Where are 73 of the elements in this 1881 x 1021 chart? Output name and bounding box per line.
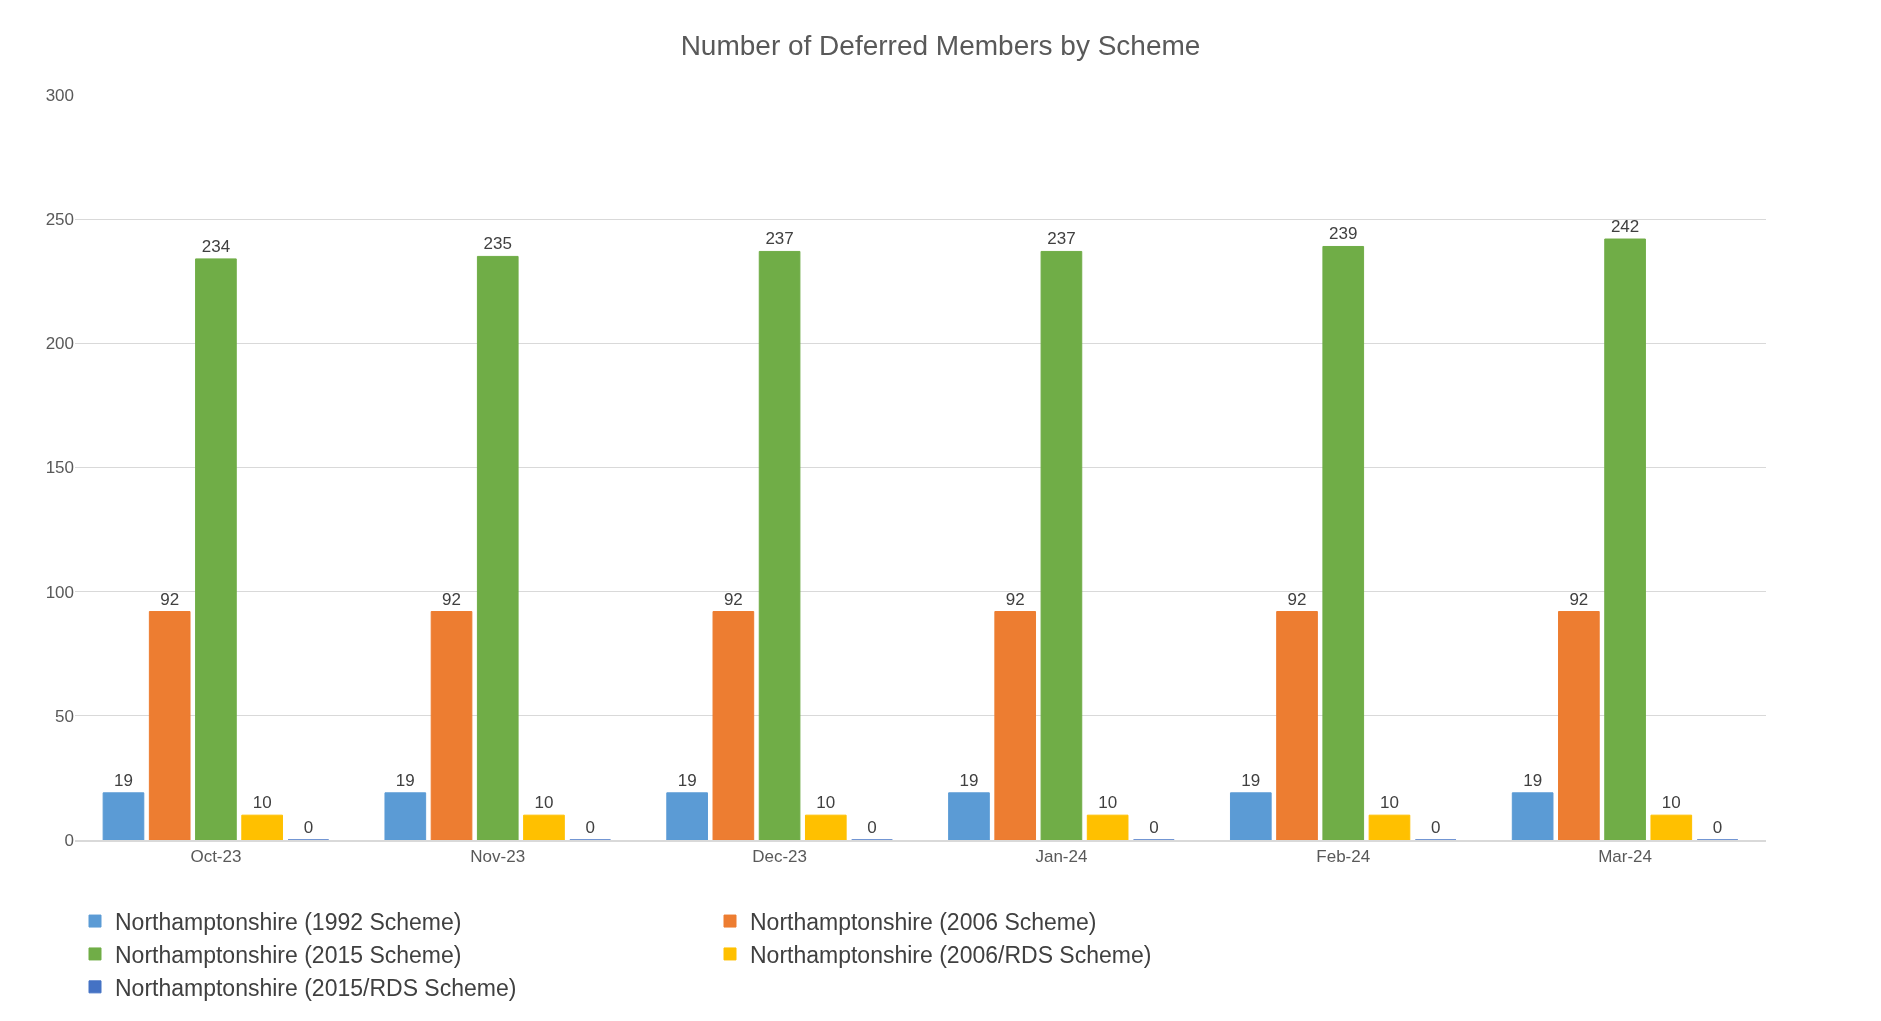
bar: [712, 611, 755, 840]
data-label: 10: [816, 793, 836, 813]
data-label: 92: [1005, 589, 1025, 609]
bar: [1558, 611, 1600, 840]
data-label: 92: [442, 589, 461, 609]
bar: [804, 814, 847, 840]
bar: [148, 611, 191, 840]
data-label: 19: [1523, 770, 1543, 790]
y-tick-label: 300: [45, 85, 74, 105]
data-label: 237: [1047, 229, 1076, 249]
x-tick-label: Jan-24: [1035, 847, 1088, 867]
bar: [476, 255, 519, 840]
data-label: 92: [723, 589, 743, 609]
chart-title: Number of Deferred Members by Scheme: [680, 30, 1201, 62]
data-label: 0: [867, 818, 877, 837]
bar: [758, 250, 801, 840]
y-tick-label: 200: [45, 334, 74, 354]
data-label: 10: [252, 793, 272, 813]
bar: [430, 611, 473, 840]
data-label: 19: [1241, 770, 1261, 790]
data-label: 10: [1380, 793, 1399, 813]
bar: [384, 792, 427, 840]
y-tick-label: 0: [64, 830, 74, 850]
data-label: 0: [1712, 818, 1723, 837]
bar: [1511, 792, 1554, 840]
data-label: 239: [1329, 224, 1358, 244]
bar: [1086, 814, 1129, 840]
bar: [1276, 611, 1318, 840]
bar: [948, 792, 990, 840]
data-label: 0: [1149, 818, 1159, 837]
bar: [1650, 814, 1693, 840]
data-label: 19: [959, 770, 979, 790]
data-label: 0: [585, 818, 595, 837]
data-label: 92: [1569, 589, 1589, 609]
legend-label: Northamptonshire (1992 Scheme): [115, 909, 462, 936]
data-label: 10: [534, 793, 554, 813]
data-label: 19: [395, 770, 415, 790]
legend-label: Northamptonshire (2006/RDS Scheme): [750, 941, 1152, 968]
x-tick-label: Dec-23: [752, 847, 807, 867]
data-label: 92: [1287, 589, 1307, 609]
data-label: 92: [160, 589, 180, 609]
y-tick-label: 250: [45, 210, 74, 230]
y-tick-label: 150: [45, 458, 74, 478]
data-label: 19: [114, 770, 133, 790]
y-tick-label: 100: [45, 582, 74, 602]
bar: [666, 792, 708, 840]
legend-label: Northamptonshire (2015/RDS Scheme): [115, 974, 517, 1001]
bar: [1229, 792, 1272, 840]
legend-label: Northamptonshire (2015 Scheme): [115, 941, 462, 968]
bar: [102, 792, 145, 840]
x-tick-label: Oct-23: [190, 847, 242, 867]
data-label: 234: [201, 236, 231, 256]
x-tick-label: Mar-24: [1598, 847, 1653, 867]
data-label: 10: [1098, 793, 1118, 813]
data-label: 0: [303, 818, 314, 837]
data-label: 19: [677, 770, 697, 790]
x-tick-label: Feb-24: [1316, 847, 1371, 867]
bar: [195, 258, 237, 840]
data-label: 10: [1661, 793, 1681, 813]
data-label: 235: [483, 234, 512, 254]
legend-label: Northamptonshire (2006 Scheme): [750, 909, 1097, 936]
data-label: 242: [1610, 217, 1640, 237]
data-label: 0: [1430, 818, 1441, 837]
bar: [1604, 238, 1646, 840]
bar: [994, 611, 1037, 840]
y-tick-label: 50: [55, 706, 74, 726]
bar: [1040, 250, 1083, 840]
bar: [1368, 814, 1411, 840]
bar: [241, 814, 283, 840]
x-tick-label: Nov-23: [470, 847, 526, 867]
bar: [523, 814, 565, 840]
bar: [1322, 245, 1365, 840]
data-label: 237: [765, 229, 794, 249]
